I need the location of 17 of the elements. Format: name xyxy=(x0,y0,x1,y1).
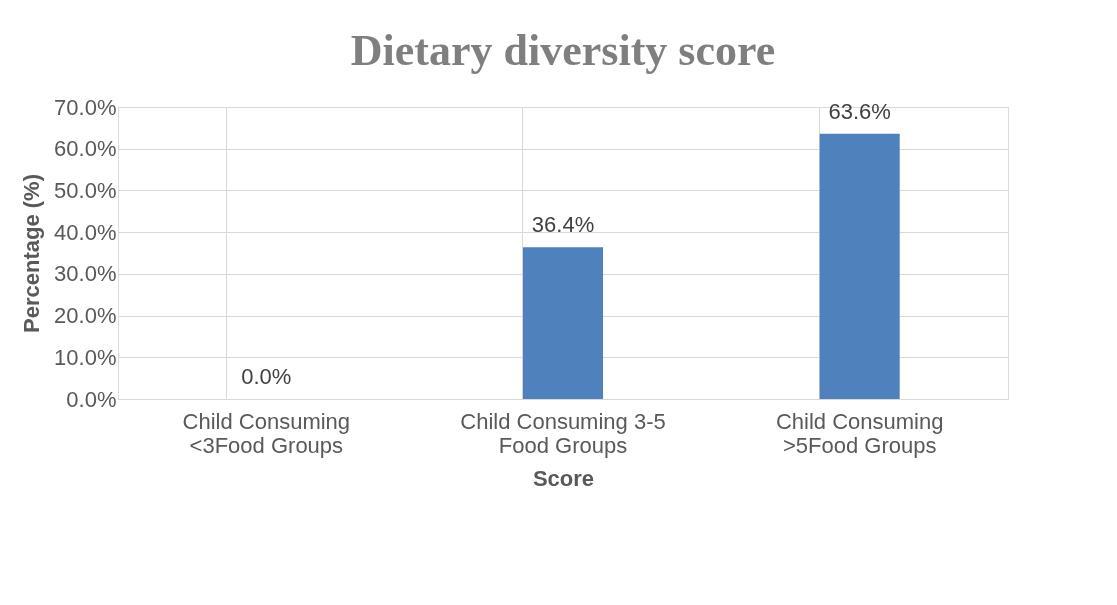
y-tick-label: 50.0% xyxy=(54,177,117,203)
y-tick-label: 40.0% xyxy=(54,219,117,245)
y-tick-label: 20.0% xyxy=(54,303,117,329)
x-tick-label: Child Consuming <3Food Groups xyxy=(182,408,351,458)
data-label: 0.0% xyxy=(241,364,292,389)
x-tick-label: Child Consuming >5Food Groups xyxy=(775,408,944,458)
x-axis-title: Score xyxy=(532,465,595,491)
y-tick-label: 0.0% xyxy=(66,386,117,412)
y-tick-label: 30.0% xyxy=(54,261,117,287)
y-axis-title: Percentage (%) xyxy=(19,174,45,333)
y-tick-label: 10.0% xyxy=(54,344,117,370)
data-label: 36.4% xyxy=(531,212,595,238)
y-tick-label: 70.0% xyxy=(54,94,117,120)
chart-title: Dietary diversity score xyxy=(350,26,776,75)
x-tick-label: Child Consuming 3-5 Food Groups xyxy=(460,408,666,458)
data-label: 63.6% xyxy=(828,98,891,124)
y-tick-label: 60.0% xyxy=(54,136,117,162)
